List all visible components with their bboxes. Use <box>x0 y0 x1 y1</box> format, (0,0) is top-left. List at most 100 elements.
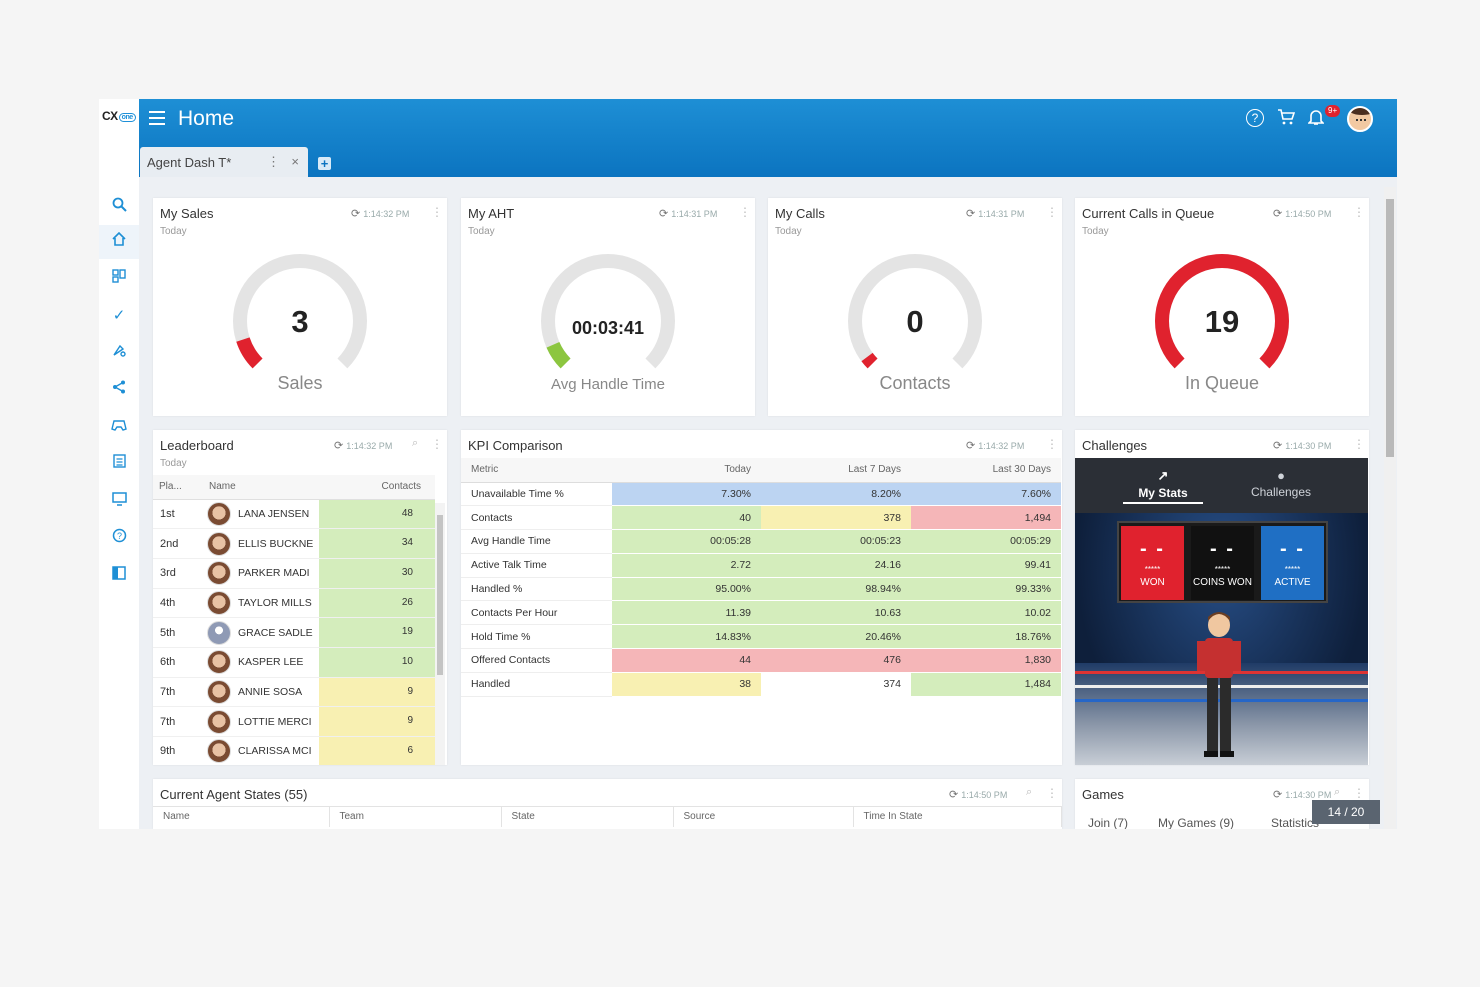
refresh-time[interactable]: 1:14:32 PM <box>334 439 392 452</box>
help-icon[interactable]: ? <box>1246 109 1264 127</box>
column-header[interactable]: State <box>501 806 674 827</box>
panel-icon[interactable] <box>99 559 139 593</box>
avatar <box>207 620 231 645</box>
column-header[interactable]: Name <box>203 475 319 500</box>
widget-title: Challenges <box>1082 438 1148 453</box>
dashboard-icon[interactable] <box>99 262 139 296</box>
value-cell: 7.60% <box>911 482 1061 507</box>
gamepad-icon[interactable] <box>99 410 139 444</box>
widget-menu-icon[interactable]: ⋮ <box>1046 437 1058 451</box>
search-icon[interactable] <box>99 191 139 225</box>
refresh-time[interactable]: 1:14:31 PM <box>659 207 717 220</box>
table-row[interactable]: Offered Contacts 44 476 1,830 <box>461 648 1061 673</box>
refresh-time[interactable]: 1:14:31 PM <box>966 207 1024 220</box>
table-row[interactable]: Avg Handle Time 00:05:28 00:05:23 00:05:29 <box>461 529 1061 554</box>
share-icon[interactable] <box>99 373 139 407</box>
search-icon[interactable]: ⌕ <box>1026 786 1033 798</box>
refresh-time[interactable]: 1:14:32 PM <box>351 207 409 220</box>
table-row[interactable]: 6th KASPER LEE 10 <box>153 647 435 678</box>
tab-my-stats[interactable]: ↗ My Stats <box>1123 468 1203 504</box>
tab-join[interactable]: Join (7) <box>1088 816 1129 829</box>
widget-title: Current Agent States (55) <box>160 787 308 802</box>
column-header[interactable]: Last 30 Days <box>911 458 1061 483</box>
check-icon[interactable]: ✓ <box>112 307 126 324</box>
table-row[interactable]: Contacts Per Hour 11.39 10.63 10.02 <box>461 600 1061 626</box>
column-header[interactable]: Contacts <box>319 475 435 500</box>
widget-menu-icon[interactable]: ⋮ <box>1353 205 1365 219</box>
refresh-time[interactable]: 1:14:30 PM <box>1273 439 1331 452</box>
aht-gauge <box>541 254 675 369</box>
value-cell: 40 <box>612 505 761 531</box>
hamburger-icon[interactable] <box>149 111 165 125</box>
add-tab-button[interactable]: + <box>318 157 331 170</box>
gauge-track <box>848 254 982 369</box>
widget-menu-icon[interactable]: ⋮ <box>1046 205 1058 219</box>
tab-agent-dash[interactable]: Agent Dash T* ⋮ × <box>140 147 308 177</box>
cart-icon[interactable] <box>1276 108 1296 128</box>
monitor-icon[interactable] <box>99 485 139 519</box>
tab-menu-icon[interactable]: ⋮ <box>267 154 280 169</box>
calls-in-queue-widget: Current Calls in Queue Today 1:14:50 PM … <box>1075 198 1369 416</box>
refresh-time[interactable]: 1:14:50 PM <box>949 788 1007 801</box>
gauge-fill <box>1155 254 1289 369</box>
widget-menu-icon[interactable]: ⋮ <box>1353 786 1365 800</box>
table-row[interactable]: Handled % 95.00% 98.94% 99.33% <box>461 577 1061 602</box>
tools-icon[interactable] <box>99 336 139 370</box>
widget-menu-icon[interactable]: ⋮ <box>1046 786 1058 800</box>
value-cell: 8.20% <box>761 482 911 507</box>
value-cell: 2.72 <box>612 553 761 578</box>
name-cell: KASPER LEE <box>203 647 319 678</box>
table-row[interactable]: Contacts 40 378 1,494 <box>461 505 1061 531</box>
column-header[interactable]: Source <box>673 806 854 827</box>
place-cell: 9th <box>153 736 203 765</box>
table-row[interactable]: 5th GRACE SADLE 19 <box>153 617 435 648</box>
table-row[interactable]: Active Talk Time 2.72 24.16 99.41 <box>461 553 1061 578</box>
clipboard-icon[interactable] <box>99 447 139 481</box>
table-row[interactable]: Hold Time % 14.83% 20.46% 18.76% <box>461 624 1061 650</box>
scroll-thumb[interactable] <box>1386 199 1394 457</box>
widget-menu-icon[interactable]: ⋮ <box>739 205 751 219</box>
refresh-time[interactable]: 1:14:32 PM <box>966 439 1024 452</box>
table-row[interactable]: 2nd ELLIS BUCKNE 34 <box>153 528 435 559</box>
tab-statistics[interactable]: Statistics <box>1271 816 1320 829</box>
refresh-time[interactable]: 1:14:30 PM <box>1273 788 1331 801</box>
column-header[interactable]: Name <box>153 806 330 827</box>
tab-challenges[interactable]: ● Challenges <box>1241 468 1321 499</box>
widget-menu-icon[interactable]: ⋮ <box>431 205 443 219</box>
table-row[interactable]: 3rd PARKER MADI 30 <box>153 558 435 589</box>
tab-my-games[interactable]: My Games (9) <box>1158 816 1235 829</box>
column-header[interactable]: Metric <box>461 458 612 483</box>
arena-scene: - - ***** WON - - ***** COINS WON - - **… <box>1075 513 1368 765</box>
widget-menu-icon[interactable]: ⋮ <box>431 437 443 451</box>
table-row[interactable]: Unavailable Time % 7.30% 8.20% 7.60% <box>461 482 1061 507</box>
table-row[interactable]: 4th TAYLOR MILLS 26 <box>153 588 435 619</box>
leaderboard-scrollbar[interactable] <box>435 503 445 765</box>
user-avatar[interactable] <box>1347 106 1373 132</box>
column-header[interactable]: Last 7 Days <box>761 458 911 483</box>
scroll-thumb[interactable] <box>437 515 443 675</box>
search-icon[interactable]: ⌕ <box>1334 786 1341 798</box>
help-circle-icon[interactable]: ? <box>99 522 139 556</box>
refresh-time[interactable]: 1:14:50 PM <box>1273 207 1331 220</box>
table-row[interactable]: Handled 38 374 1,484 <box>461 672 1061 697</box>
value-cell: 1,484 <box>911 672 1061 697</box>
main-scrollbar[interactable] <box>1384 187 1396 829</box>
table-row[interactable]: 9th CLARISSA MCI 6 <box>153 736 435 765</box>
notification-badge: 9+ <box>1325 105 1341 117</box>
gauge-label: Sales <box>277 373 323 393</box>
close-icon[interactable]: × <box>291 154 299 169</box>
column-header[interactable]: Today <box>612 458 761 483</box>
column-header[interactable]: Pla... <box>153 475 203 500</box>
agent-states-widget: Current Agent States (55) 1:14:50 PM ⌕ ⋮… <box>153 779 1062 829</box>
table-row[interactable]: 1st LANA JENSEN 48 <box>153 499 435 530</box>
column-header[interactable]: Time In State <box>853 806 1062 827</box>
table-row[interactable]: 7th LOTTIE MERCI 9 <box>153 706 435 737</box>
bell-icon[interactable] <box>1306 108 1326 128</box>
column-header[interactable]: Team <box>329 806 502 827</box>
name-cell: GRACE SADLE <box>203 617 319 648</box>
cxone-logo[interactable]: CX one <box>102 109 136 123</box>
table-row[interactable]: 7th ANNIE SOSA 9 <box>153 677 435 708</box>
home-icon[interactable] <box>99 225 139 259</box>
widget-menu-icon[interactable]: ⋮ <box>1353 437 1365 451</box>
search-icon[interactable]: ⌕ <box>412 437 419 449</box>
